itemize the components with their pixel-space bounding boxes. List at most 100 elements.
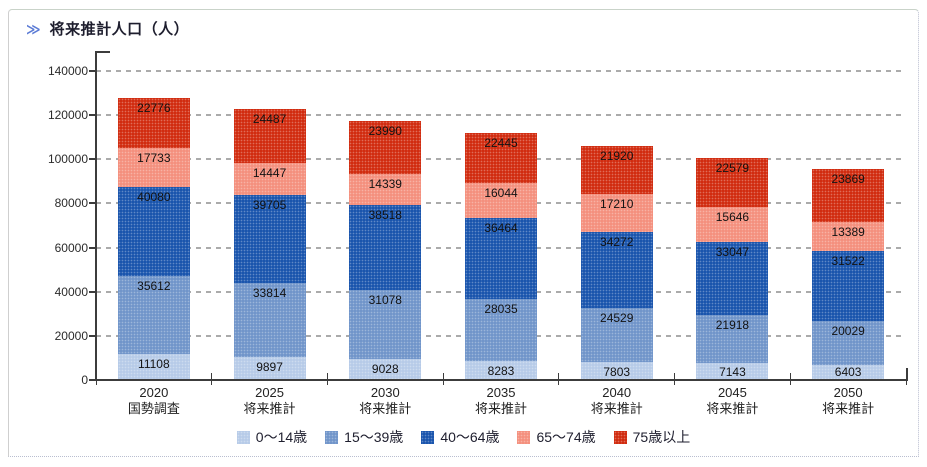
bar-segment: 14447	[233, 163, 306, 195]
bar-segment: 17210	[580, 194, 653, 232]
legend-item: 75歳以上	[613, 427, 691, 447]
x-axis-category-label: 2040 将来推計	[559, 385, 675, 417]
bar-segment: 20029	[812, 320, 885, 365]
bar-segment: 9028	[349, 359, 422, 379]
double-chevron-icon: ≫	[26, 20, 41, 37]
bar-value-label: 13389	[831, 224, 865, 239]
legend-item: 40〜64歳	[421, 427, 499, 447]
bar-segment: 38518	[349, 205, 422, 291]
bar-segment: 16044	[465, 182, 537, 219]
bar-value-label: 17210	[600, 197, 634, 211]
y-axis-tick	[89, 246, 96, 249]
bar-value-label: 22776	[137, 101, 171, 115]
bar-segment: 23869	[812, 168, 885, 222]
x-axis-line	[95, 379, 908, 381]
bar-value-label: 33814	[252, 285, 287, 300]
x-axis-category-label: 2050 将来推計	[790, 385, 906, 417]
bar-value-label: 14447	[252, 166, 287, 180]
y-axis-tick-label: 60000	[54, 240, 88, 255]
bar-value-label: 28035	[484, 301, 518, 316]
legend-label: 40〜64歳	[440, 429, 500, 445]
bar-value-label: 23869	[831, 171, 865, 186]
bar-value-label: 34272	[600, 234, 634, 249]
y-axis-tick	[89, 70, 96, 72]
chart-header: ≫ 将来推計人口（人）	[26, 18, 189, 39]
bar-value-label: 36464	[484, 221, 518, 236]
y-axis-tick-label: 100000	[47, 152, 88, 167]
bar-segment: 14339	[349, 173, 422, 206]
legend-swatch-icon	[325, 430, 339, 444]
legend-swatch-icon	[613, 430, 627, 444]
bar-value-label: 17733	[137, 151, 171, 166]
bar-value-label: 7803	[603, 364, 631, 379]
y-axis-tick-label: 20000	[54, 328, 88, 343]
bar-value-label: 35612	[137, 278, 171, 293]
x-axis-category-label: 2025 将来推計	[212, 385, 328, 417]
category-note: 将来推計	[706, 401, 759, 416]
bar-value-label: 22579	[715, 160, 750, 175]
bar-value-label: 31078	[368, 293, 402, 308]
bar-value-label: 11108	[138, 357, 170, 372]
legend-item: 0〜14歳	[236, 427, 307, 447]
bar-value-label: 20029	[831, 323, 865, 338]
legend-label: 65〜74歳	[536, 429, 596, 445]
x-axis-end-cap	[906, 368, 908, 379]
legend-swatch-icon	[421, 430, 435, 444]
category-note: 将来推計	[243, 401, 296, 416]
category-year: 2050	[833, 385, 863, 400]
category-note: 将来推計	[359, 401, 412, 416]
bar-segment: 33047	[696, 241, 769, 315]
gridline	[96, 70, 906, 72]
legend-item: 65〜74歳	[517, 427, 596, 447]
category-year: 2030	[370, 385, 400, 400]
bar-segment: 31522	[812, 251, 885, 321]
bar-segment: 22776	[117, 98, 190, 149]
category-year: 2035	[486, 385, 516, 400]
x-axis-category-label: 2045 将来推計	[675, 385, 791, 417]
y-axis-tick	[89, 290, 96, 293]
bar-segment: 11108	[117, 354, 190, 379]
category-note: 国勢調査	[127, 401, 180, 416]
bar-value-label: 8283	[487, 363, 515, 378]
x-axis-category-label: 2030 将来推計	[327, 385, 443, 417]
bar-segment: 13389	[812, 221, 885, 252]
bar-value-label: 9897	[256, 360, 283, 375]
bar-value-label: 40080	[137, 190, 171, 205]
category-note: 将来推計	[822, 401, 875, 416]
legend-label: 15〜39歳	[344, 429, 404, 445]
legend-swatch-icon	[236, 430, 250, 444]
bar-segment: 24487	[233, 108, 306, 163]
bar-value-label: 24487	[252, 111, 287, 126]
bar-segment: 22579	[696, 157, 769, 208]
bar-segment: 31078	[349, 290, 422, 360]
bar-segment: 21920	[580, 145, 653, 194]
bar-value-label: 6403	[834, 364, 862, 379]
bar-value-label: 21918	[715, 317, 750, 332]
bar-segment: 39705	[233, 194, 306, 283]
bar-value-label: 7143	[719, 364, 746, 379]
bar-value-label: 15646	[715, 210, 750, 225]
category-year: 2040	[602, 385, 632, 400]
category-note: 将来推計	[474, 401, 527, 416]
bar-value-label: 38518	[368, 208, 402, 223]
bar-segment: 15646	[696, 207, 769, 242]
y-axis-tick	[89, 379, 96, 381]
chart-title: 将来推計人口（人）	[49, 21, 190, 38]
bar-value-label: 24529	[600, 310, 634, 325]
bar-segment: 35612	[117, 275, 190, 355]
y-axis-top-cap	[95, 51, 110, 53]
y-axis-tick	[89, 114, 96, 117]
y-axis-tick-label: 0	[81, 373, 88, 387]
bar-value-label: 31522	[831, 254, 865, 269]
bar-segment: 28035	[465, 298, 537, 361]
bar-segment: 9897	[233, 357, 306, 379]
y-axis-tick-label: 80000	[54, 196, 88, 211]
bar-value-label: 39705	[252, 197, 287, 212]
legend-label: 75歳以上	[632, 429, 691, 445]
gridline	[96, 114, 906, 117]
bar-value-label: 33047	[715, 244, 750, 259]
category-year: 2020	[139, 385, 169, 400]
category-year: 2045	[717, 385, 747, 400]
y-axis-tick	[89, 334, 96, 337]
y-axis-tick-label: 140000	[47, 64, 88, 78]
